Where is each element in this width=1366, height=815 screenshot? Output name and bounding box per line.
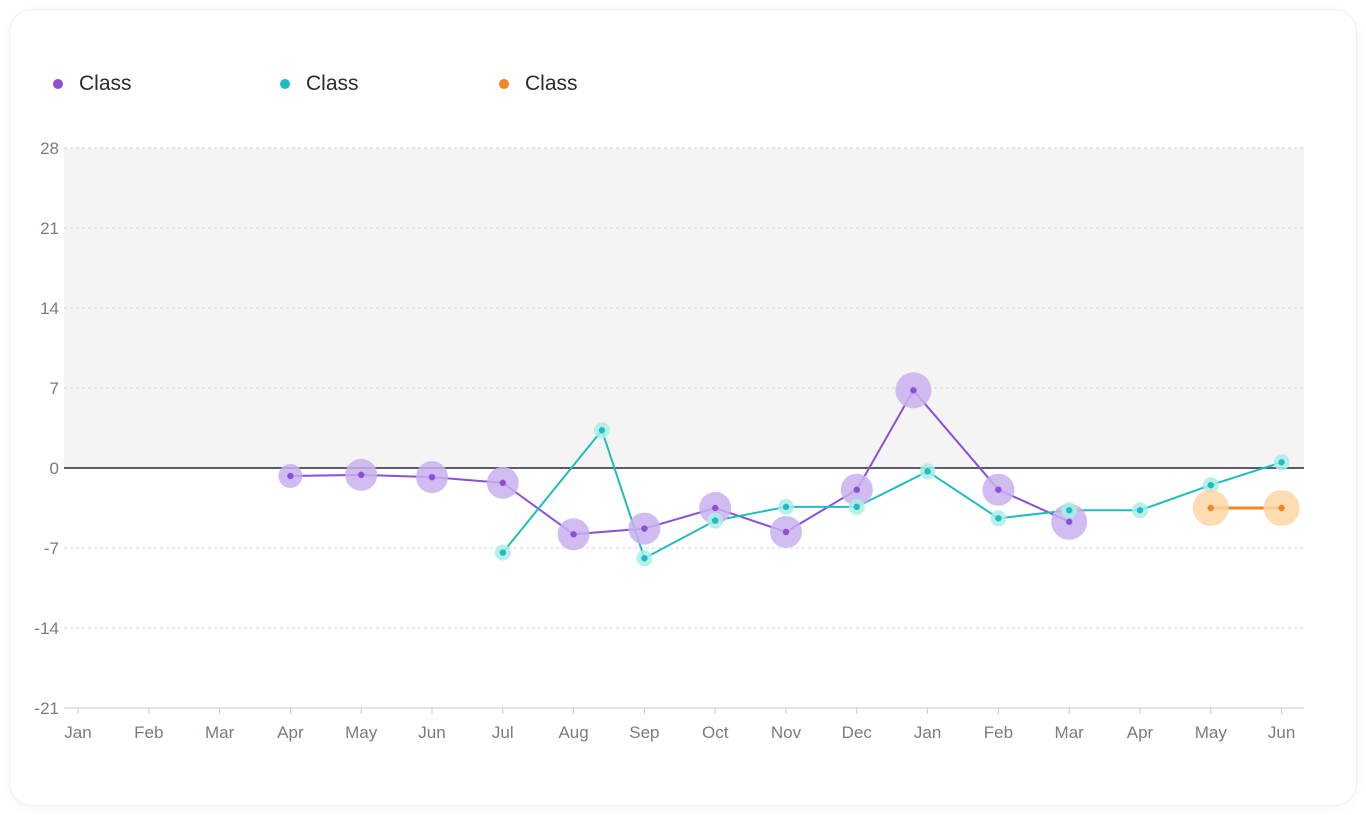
series-2-point-9 [1136, 507, 1144, 514]
series-2-point-1 [598, 427, 606, 434]
legend-item-series-3[interactable]: Class [499, 68, 578, 100]
series-2-point-0 [499, 549, 506, 556]
x-tick-label-10: Nov [771, 723, 802, 742]
legend-item-series-2[interactable]: Class [280, 68, 359, 100]
legend-label-series-2: Class [306, 72, 359, 95]
x-tick-label-1: Feb [134, 723, 163, 742]
x-tick-label-15: Apr [1127, 723, 1154, 742]
legend-label-series-1: Class [79, 72, 132, 95]
series-3-point-0 [1207, 504, 1215, 512]
x-tick-label-0: Jan [64, 723, 91, 742]
x-tick-label-4: May [345, 723, 378, 742]
x-tick-label-11: Dec [842, 723, 873, 742]
y-tick-label-6: -14 [34, 619, 59, 638]
y-tick-label-4: 0 [50, 459, 59, 478]
series-1-point-3 [499, 479, 506, 487]
series-1-point-5 [641, 525, 648, 532]
x-tick-label-17: Jun [1268, 723, 1295, 742]
y-tick-label-1: 21 [40, 219, 59, 238]
legend-marker-series-2 [280, 79, 290, 89]
x-tick-label-9: Oct [702, 723, 729, 742]
x-tick-label-13: Feb [984, 723, 1013, 742]
y-tick-label-3: 7 [50, 379, 59, 398]
legend-marker-series-3 [499, 79, 509, 89]
x-tick-label-2: Mar [205, 723, 235, 742]
legend-marker-series-1 [53, 79, 63, 89]
x-tick-label-6: Jul [492, 723, 514, 742]
x-tick-label-12: Jan [914, 723, 941, 742]
series-1-point-8 [853, 486, 860, 493]
y-tick-label-7: -21 [34, 699, 59, 718]
series-1-point-0 [287, 472, 294, 480]
legend-item-series-1[interactable]: Class [53, 68, 132, 100]
x-tick-label-7: Aug [558, 723, 588, 742]
series-2-point-6 [924, 468, 931, 475]
x-tick-label-8: Sep [629, 723, 659, 742]
series-2-point-5 [853, 503, 860, 511]
series-2-point-3 [712, 517, 719, 524]
chart-legend: Class Class Class [53, 68, 753, 100]
series-1-point-1 [358, 471, 365, 479]
x-tick-label-14: Mar [1055, 723, 1085, 742]
y-tick-label-0: 28 [40, 139, 59, 158]
series-2-point-4 [782, 503, 790, 511]
x-tick-label-3: Apr [277, 723, 304, 742]
series-1-point-2 [428, 473, 436, 481]
series-3-point-1 [1278, 504, 1285, 512]
series-2-point-10 [1207, 481, 1215, 489]
legend-label-series-3: Class [525, 72, 578, 95]
x-tick-label-5: Jun [418, 723, 445, 742]
series-1-point-4 [570, 531, 577, 538]
series-1-point-6 [712, 504, 719, 512]
series-1-point-7 [782, 528, 790, 536]
series-2-point-8 [1066, 507, 1073, 514]
series-1-point-9 [910, 387, 917, 394]
series-2-point-7 [995, 515, 1002, 522]
series-1-point-11 [1066, 518, 1073, 525]
series-2-point-11 [1278, 459, 1285, 466]
x-tick-label-16: May [1195, 723, 1228, 742]
series-1-point-10 [995, 486, 1002, 493]
y-tick-label-5: -7 [44, 539, 59, 558]
series-2-point-2 [641, 555, 648, 562]
y-tick-label-2: 14 [40, 299, 59, 318]
